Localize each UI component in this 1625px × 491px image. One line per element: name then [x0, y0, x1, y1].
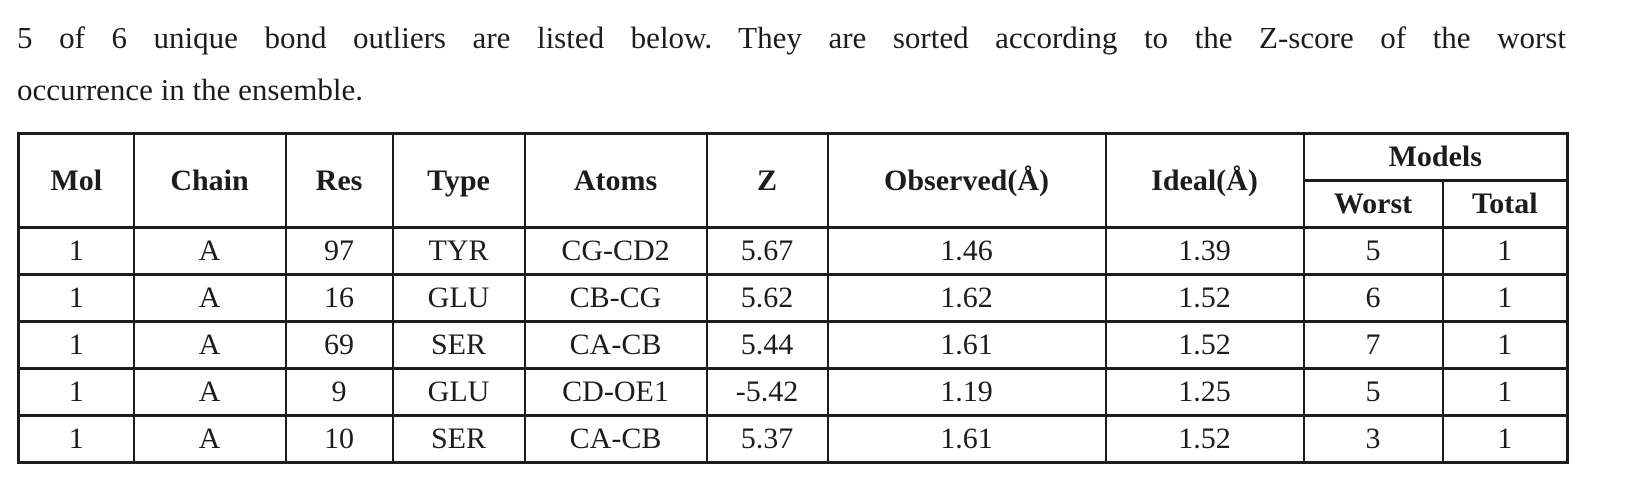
cell-ideal: 1.25	[1104, 367, 1305, 417]
cell-total: 1	[1441, 414, 1569, 464]
cell-atoms: CB-CG	[523, 273, 708, 323]
cell-type: GLU	[391, 367, 526, 417]
cell-observed: 1.61	[826, 414, 1107, 464]
table-row: 1 A 97 TYR CG-CD2 5.67 1.46 1.39 5 1	[17, 226, 1569, 276]
cell-worst: 6	[1302, 273, 1444, 323]
cell-type: TYR	[391, 226, 526, 276]
cell-z: -5.42	[705, 367, 829, 417]
cell-res: 16	[284, 273, 394, 323]
cell-chain: A	[132, 367, 287, 417]
cell-worst: 3	[1302, 414, 1444, 464]
page-content: 5 of 6 unique bond outliers are listed b…	[17, 12, 1570, 464]
cell-observed: 1.62	[826, 273, 1107, 323]
cell-res: 69	[284, 320, 394, 370]
cell-ideal: 1.52	[1104, 414, 1305, 464]
col-header-ideal: Ideal(Å)	[1104, 132, 1305, 229]
cell-atoms: CD-OE1	[523, 367, 708, 417]
cell-worst: 7	[1302, 320, 1444, 370]
cell-chain: A	[132, 414, 287, 464]
cell-z: 5.37	[705, 414, 829, 464]
cell-type: SER	[391, 414, 526, 464]
cell-type: GLU	[391, 273, 526, 323]
col-header-res: Res	[284, 132, 394, 229]
cell-mol: 1	[17, 414, 135, 464]
cell-ideal: 1.52	[1104, 273, 1305, 323]
bond-outliers-table: Mol Chain Res Type Atoms Z Observed(Å) I…	[17, 132, 1570, 464]
intro-paragraph: 5 of 6 unique bond outliers are listed b…	[17, 12, 1566, 116]
cell-res: 97	[284, 226, 394, 276]
cell-ideal: 1.39	[1104, 226, 1305, 276]
table-row: 1 A 10 SER CA-CB 5.37 1.61 1.52 3 1	[17, 414, 1569, 464]
cell-mol: 1	[17, 367, 135, 417]
cell-res: 9	[284, 367, 394, 417]
cell-chain: A	[132, 273, 287, 323]
table-row: 1 A 9 GLU CD-OE1 -5.42 1.19 1.25 5 1	[17, 367, 1569, 417]
cell-z: 5.62	[705, 273, 829, 323]
col-header-mol: Mol	[17, 132, 135, 229]
header-row-main: Mol Chain Res Type Atoms Z Observed(Å) I…	[17, 132, 1569, 229]
col-header-chain: Chain	[132, 132, 287, 229]
cell-worst: 5	[1302, 367, 1444, 417]
cell-z: 5.67	[705, 226, 829, 276]
cell-worst: 5	[1302, 226, 1444, 276]
col-header-total: Total	[1441, 180, 1569, 229]
cell-mol: 1	[17, 320, 135, 370]
col-header-observed: Observed(Å)	[826, 132, 1107, 229]
cell-res: 10	[284, 414, 394, 464]
header-row-sub: Worst Total	[19, 180, 1569, 229]
cell-observed: 1.19	[826, 367, 1107, 417]
intro-text-line2: occurrence in the ensemble.	[17, 72, 363, 107]
cell-observed: 1.46	[826, 226, 1107, 276]
col-header-type: Type	[391, 132, 526, 229]
col-header-worst: Worst	[1302, 180, 1444, 229]
cell-chain: A	[132, 226, 287, 276]
cell-total: 1	[1441, 367, 1569, 417]
cell-total: 1	[1441, 226, 1569, 276]
cell-mol: 1	[17, 273, 135, 323]
col-header-z: Z	[705, 132, 829, 229]
cell-ideal: 1.52	[1104, 320, 1305, 370]
cell-observed: 1.61	[826, 320, 1107, 370]
table-row: 1 A 16 GLU CB-CG 5.62 1.62 1.52 6 1	[17, 273, 1569, 323]
cell-z: 5.44	[705, 320, 829, 370]
cell-mol: 1	[17, 226, 135, 276]
col-header-models-group: Models	[1302, 132, 1569, 182]
cell-chain: A	[132, 320, 287, 370]
cell-atoms: CA-CB	[523, 320, 708, 370]
cell-atoms: CG-CD2	[523, 226, 708, 276]
table-row: 1 A 69 SER CA-CB 5.44 1.61 1.52 7 1	[17, 320, 1569, 370]
cell-total: 1	[1441, 273, 1569, 323]
cell-type: SER	[391, 320, 526, 370]
cell-total: 1	[1441, 320, 1569, 370]
intro-text-line1: 5 of 6 unique bond outliers are listed b…	[17, 20, 1566, 55]
cell-atoms: CA-CB	[523, 414, 708, 464]
col-header-atoms: Atoms	[523, 132, 708, 229]
